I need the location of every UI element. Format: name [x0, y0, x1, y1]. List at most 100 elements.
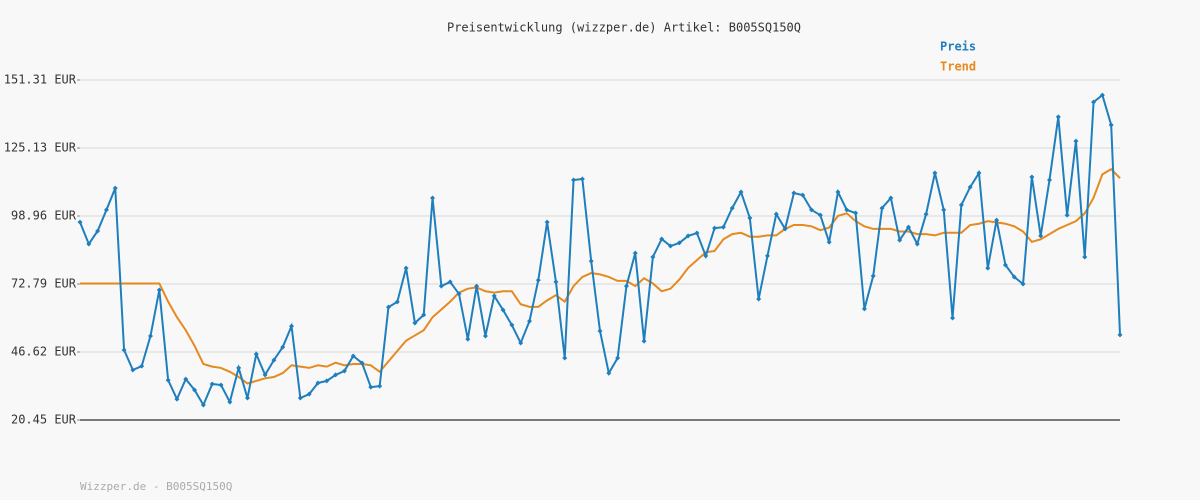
point-marker — [950, 315, 956, 321]
point-marker — [183, 376, 189, 382]
point-marker — [606, 370, 612, 376]
point-marker — [747, 215, 753, 221]
point-marker — [897, 237, 903, 243]
point-marker — [77, 219, 83, 225]
point-marker — [623, 283, 629, 289]
point-marker — [518, 340, 524, 346]
point-marker — [650, 254, 656, 260]
point-marker — [817, 212, 823, 218]
point-marker — [139, 363, 145, 369]
plot — [77, 92, 1123, 408]
point-marker — [377, 383, 383, 389]
point-marker — [368, 384, 374, 390]
point-marker — [932, 170, 938, 176]
point-marker — [641, 338, 647, 344]
point-marker — [976, 170, 982, 176]
point-marker — [632, 250, 638, 256]
point-marker — [324, 378, 330, 384]
footer: Wizzper.de - B005SQ150Q — [80, 480, 232, 493]
point-marker — [148, 333, 154, 339]
point-marker — [562, 355, 568, 361]
grid — [77, 79, 1120, 421]
point-marker — [1108, 122, 1114, 128]
point-marker — [544, 219, 550, 225]
point-marker — [985, 265, 991, 271]
point-marker — [676, 240, 682, 246]
point-marker — [659, 236, 665, 242]
point-marker — [861, 306, 867, 312]
point-marker — [174, 396, 180, 402]
point-marker — [835, 189, 841, 195]
point-marker — [1099, 92, 1105, 98]
point-marker — [103, 207, 109, 213]
point-marker — [1038, 233, 1044, 239]
point-marker — [403, 265, 409, 271]
point-marker — [773, 211, 779, 217]
chart-title: Preisentwicklung (wizzper.de) Artikel: B… — [447, 21, 801, 35]
point-marker — [668, 243, 674, 249]
point-marker — [1055, 114, 1061, 120]
point-marker — [853, 210, 859, 216]
point-marker — [1064, 212, 1070, 218]
point-marker — [588, 258, 594, 264]
point-marker — [870, 273, 876, 279]
point-marker — [1117, 332, 1123, 338]
point-marker — [280, 344, 286, 350]
point-marker — [729, 205, 735, 211]
point-marker — [712, 225, 718, 231]
point-marker — [703, 253, 709, 259]
point-marker — [112, 185, 118, 191]
point-marker — [306, 391, 312, 397]
point-marker — [86, 241, 92, 247]
point-marker — [923, 211, 929, 217]
point-marker — [844, 207, 850, 213]
point-marker — [994, 217, 1000, 223]
series-line — [80, 167, 1121, 385]
y-tick-label: 46.62 EUR — [11, 345, 77, 359]
point-marker — [967, 184, 973, 190]
point-marker — [412, 320, 418, 326]
point-marker — [764, 253, 770, 259]
point-marker — [914, 241, 920, 247]
point-marker — [289, 323, 295, 329]
point-marker — [526, 318, 532, 324]
point-marker — [165, 377, 171, 383]
point-marker — [430, 195, 436, 201]
point-marker — [958, 202, 964, 208]
point-marker — [465, 336, 471, 342]
point-marker — [350, 353, 356, 359]
point-marker — [535, 277, 541, 283]
point-marker — [156, 287, 162, 293]
point-marker — [905, 224, 911, 230]
point-marker — [553, 279, 559, 285]
point-marker — [95, 228, 101, 234]
point-marker — [236, 365, 242, 371]
point-marker — [1082, 254, 1088, 260]
point-marker — [421, 312, 427, 318]
point-marker — [756, 296, 762, 302]
point-marker — [809, 207, 815, 213]
point-marker — [685, 233, 691, 239]
point-marker — [597, 328, 603, 334]
point-marker — [738, 189, 744, 195]
point-marker — [1029, 174, 1035, 180]
point-marker — [615, 355, 621, 361]
point-marker — [333, 372, 339, 378]
point-marker — [509, 322, 515, 328]
point-marker — [218, 382, 224, 388]
y-tick-label: 20.45 EUR — [11, 413, 77, 427]
point-marker — [888, 195, 894, 201]
point-marker — [262, 372, 268, 378]
point-marker — [244, 395, 250, 401]
point-marker — [1073, 138, 1079, 144]
point-marker — [227, 399, 233, 405]
point-marker — [782, 226, 788, 232]
y-tick-label: 72.79 EUR — [11, 277, 77, 291]
point-marker — [1011, 274, 1017, 280]
point-marker — [474, 283, 480, 289]
point-marker — [200, 402, 206, 408]
point-marker — [500, 307, 506, 313]
point-marker — [209, 381, 215, 387]
